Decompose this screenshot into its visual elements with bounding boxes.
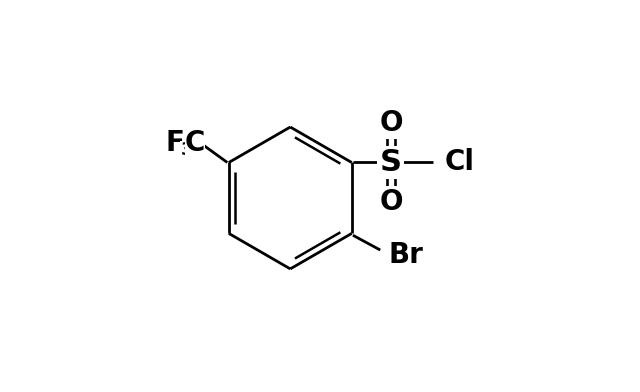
Text: Br: Br bbox=[388, 241, 424, 269]
Text: F: F bbox=[166, 129, 185, 157]
Text: O: O bbox=[379, 109, 403, 137]
Text: 3: 3 bbox=[180, 140, 193, 158]
Text: Cl: Cl bbox=[445, 149, 475, 176]
Text: O: O bbox=[379, 188, 403, 216]
Text: S: S bbox=[380, 148, 402, 177]
Text: C: C bbox=[185, 129, 205, 157]
